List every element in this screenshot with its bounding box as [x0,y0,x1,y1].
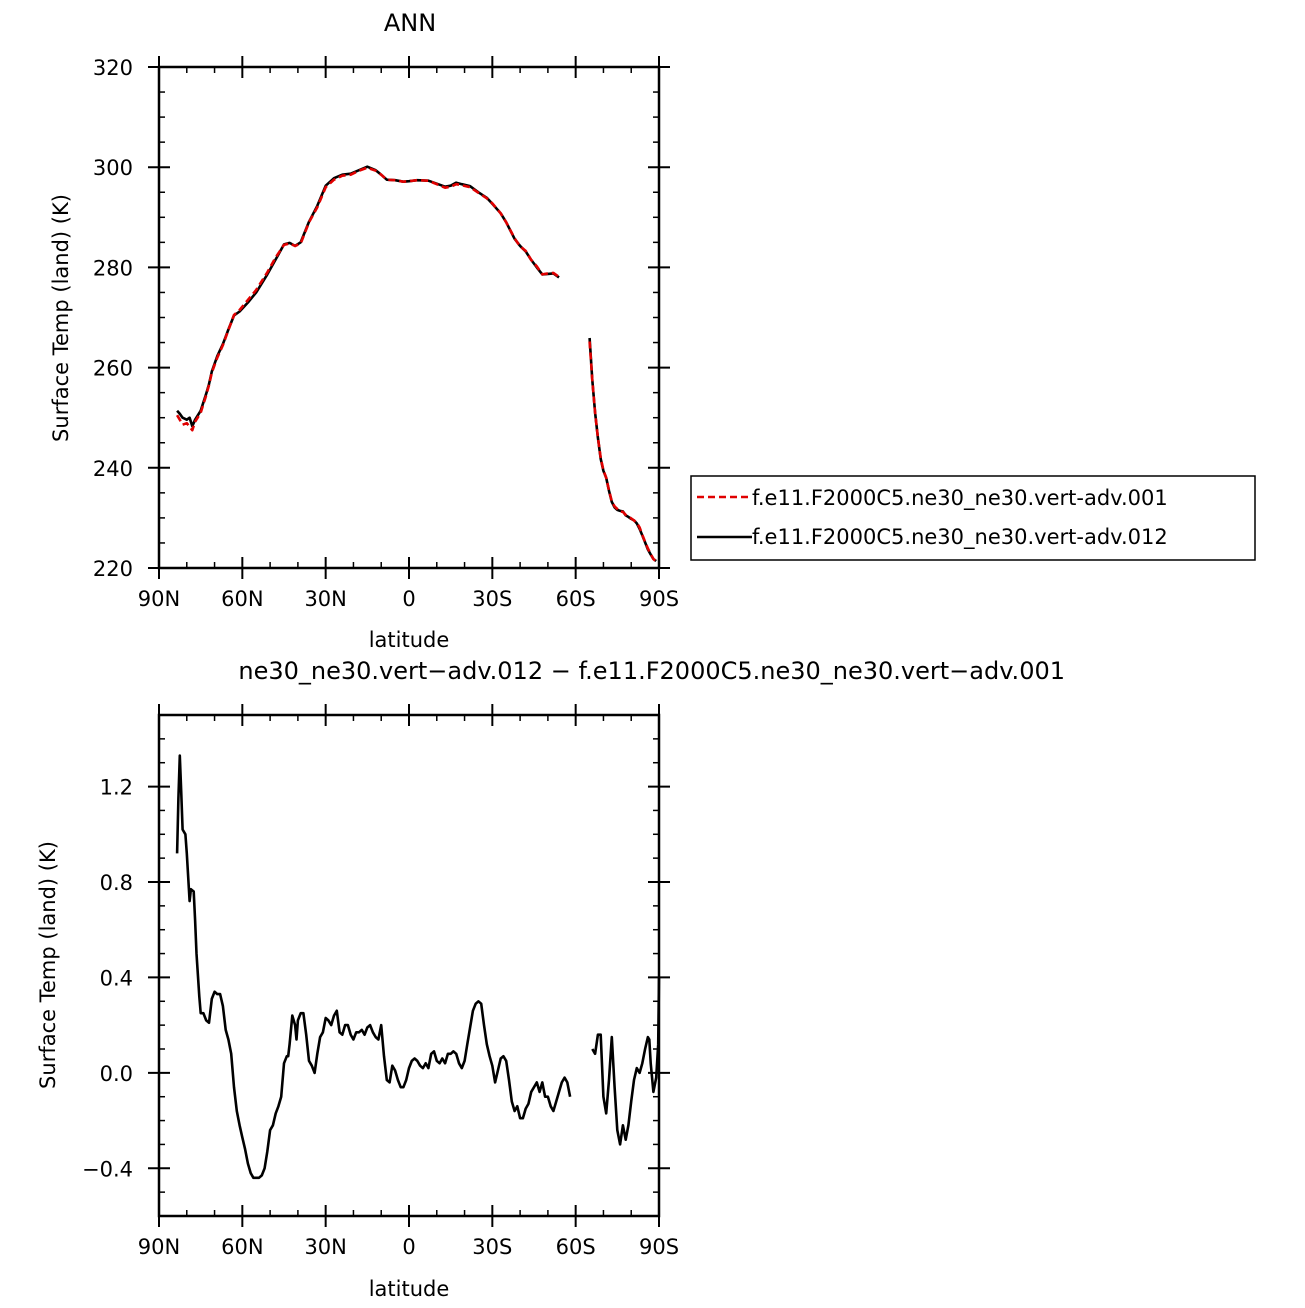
series-line-1-segment-1 [175,166,560,432]
top-axis-ticks [148,56,670,579]
bottom-plot-title: ne30_ne30.vert−adv.012 − f.e11.F2000C5.n… [234,657,1065,685]
top-series-lines [175,165,658,563]
y-tick-label: 280 [93,256,133,280]
x-tick-label: 30S [472,587,512,611]
y-tick-label: 0.0 [100,1062,133,1086]
x-tick-label: 0 [402,1235,415,1259]
legend-box [690,475,1256,561]
x-tick-label: 90N [138,1235,180,1259]
y-tick-label: 0.4 [100,966,133,990]
y-tick-label: 260 [93,357,133,381]
x-tick-label: 60S [556,1235,596,1259]
x-tick-label: 30N [304,587,346,611]
top-plot-panel: ANN 90N 60N 30N 0 30S 60S 90S 220 240 260 280 300 3… [49,9,1256,652]
y-tick-label: 320 [93,56,133,80]
bottom-x-tick-labels: 90N 60N 30N 0 30S 60S 90S [138,1235,679,1259]
bottom-y-axis-title: Surface Temp (land) (K) [36,841,60,1089]
bottom-plot-frame [157,713,661,1218]
series-line-2-segment-1 [176,165,560,428]
top-plot-frame [157,65,661,570]
top-x-axis-title: latitude [369,628,450,652]
x-tick-label: 30S [472,1235,512,1259]
bottom-x-axis-title: latitude [369,1277,450,1301]
series-line-1-segment-2 [591,977,661,1146]
series-line-1-segment-1 [175,754,572,1180]
x-tick-label: 60S [556,587,596,611]
y-tick-label: −0.4 [82,1157,133,1181]
series-line-1-segment-2 [588,341,658,563]
top-y-axis-title: Surface Temp (land) (K) [49,194,73,442]
x-tick-label: 90S [639,1235,679,1259]
bottom-series-lines [175,754,661,1180]
y-tick-label: 300 [93,156,133,180]
bottom-y-tick-labels: −0.4 0.0 0.4 0.8 1.2 [82,776,133,1182]
top-x-tick-labels: 90N 60N 30N 0 30S 60S 90S [138,587,679,611]
y-tick-label: 220 [93,557,133,581]
x-tick-label: 90S [639,587,679,611]
y-tick-label: 0.8 [100,871,133,895]
x-tick-label: 60N [221,1235,263,1259]
top-legend: f.e11.F2000C5.ne30_ne30.vert-adv.001 f.e… [690,475,1256,561]
bottom-axis-ticks [148,704,670,1227]
y-tick-label: 1.2 [100,776,133,800]
legend-label-series-2: f.e11.F2000C5.ne30_ne30.vert-adv.012 [752,525,1168,550]
x-tick-label: 90N [138,587,180,611]
legend-label-series-1: f.e11.F2000C5.ne30_ne30.vert-adv.001 [752,486,1168,511]
x-tick-label: 30N [304,1235,346,1259]
bottom-plot-panel: ne30_ne30.vert−adv.012 − f.e11.F2000C5.n… [36,657,1065,1301]
y-tick-label: 240 [93,457,133,481]
x-tick-label: 0 [402,587,415,611]
top-plot-title: ANN [384,9,436,37]
top-y-tick-labels: 220 240 260 280 300 320 [93,56,133,581]
series-line-2-segment-2 [588,337,657,563]
x-tick-label: 60N [221,587,263,611]
